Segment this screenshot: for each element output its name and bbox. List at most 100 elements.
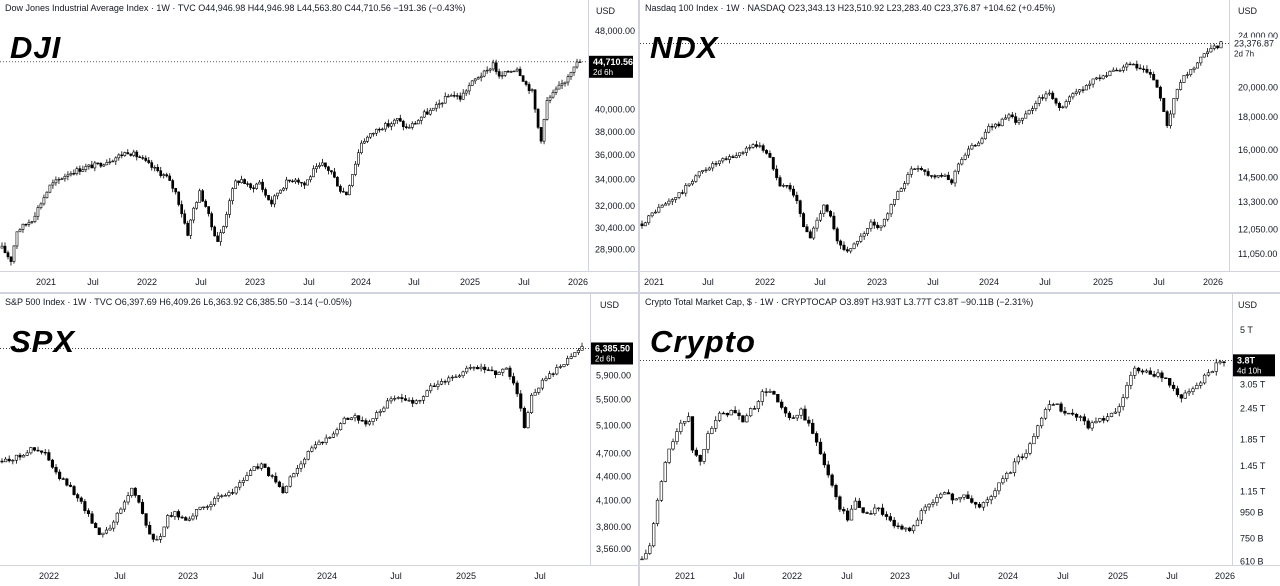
- candle-body: [315, 166, 318, 170]
- candle-body: [306, 451, 310, 460]
- candle-body: [1182, 75, 1186, 83]
- candle-body: [364, 420, 368, 425]
- dji-chart[interactable]: 48,000.00 40,000.00 38,000.00 36,000.00 34,0…: [0, 0, 638, 292]
- candle-body: [108, 161, 112, 163]
- candle-body: [1039, 417, 1044, 427]
- candle-body: [1179, 82, 1183, 90]
- candle-body: [1088, 83, 1092, 86]
- time-tick-label: 2026: [568, 277, 588, 287]
- candle-body: [171, 180, 175, 189]
- candle-body: [401, 120, 405, 128]
- candle-body: [339, 423, 343, 431]
- candle-body: [707, 167, 711, 171]
- candle-body: [84, 166, 88, 171]
- candle-body: [447, 377, 451, 383]
- candle-body: [404, 126, 408, 128]
- candle-body: [1005, 472, 1009, 479]
- candle-body: [425, 111, 429, 115]
- candle-body: [147, 160, 151, 163]
- candle-body: [792, 188, 795, 196]
- candle-body: [177, 191, 181, 205]
- candle-body: [1031, 108, 1034, 111]
- candle-body: [569, 72, 573, 78]
- time-tick-label: 2025: [1093, 277, 1113, 287]
- candle-body: [946, 174, 950, 181]
- candle-body: [1047, 404, 1052, 410]
- candle-body: [888, 516, 892, 521]
- candle-body: [230, 492, 235, 494]
- candle-body: [1189, 69, 1193, 75]
- candle-body: [729, 410, 733, 416]
- time-tick-label: Jul: [733, 571, 745, 581]
- candle-body: [829, 210, 832, 217]
- candle-body: [522, 407, 526, 429]
- candle-body: [960, 159, 964, 165]
- spx-chart[interactable]: 5,900.00 5,500.00 5,100.00 4,700.00 4,400.00…: [0, 294, 638, 586]
- spx-currency-label[interactable]: USD: [600, 300, 620, 310]
- candle-body: [1218, 361, 1222, 364]
- candle-body: [475, 367, 480, 370]
- crypto-chart[interactable]: 5 T 3.05 T 2.45 T 1.85 T 1.45 T 1.15 T 950 B 75…: [640, 294, 1280, 586]
- candle-body: [702, 448, 706, 462]
- time-tick-label: Jul: [303, 277, 315, 287]
- crypto-chart-panel[interactable]: 5 T 3.05 T 2.45 T 1.85 T 1.45 T 1.15 T 950 B 75…: [640, 294, 1280, 586]
- dji-chart-panel[interactable]: 48,000.00 40,000.00 38,000.00 36,000.00 34,0…: [0, 0, 638, 292]
- candle-body: [148, 524, 152, 535]
- candle-body: [267, 467, 271, 476]
- ndx-currency-label[interactable]: USD: [1238, 6, 1258, 16]
- candle-body: [348, 185, 351, 196]
- candle-body: [1105, 416, 1110, 421]
- candle-body: [644, 553, 648, 560]
- candle-body: [443, 381, 447, 383]
- candle-body: [745, 415, 749, 423]
- candle-body: [431, 107, 435, 111]
- dji-currency-label[interactable]: USD: [596, 6, 616, 16]
- candle-body: [156, 167, 160, 172]
- candle-body: [741, 152, 745, 154]
- candle-body: [32, 447, 36, 451]
- candle-body: [68, 484, 73, 487]
- candle-body: [1016, 456, 1021, 463]
- candle-body: [866, 228, 870, 235]
- price-tick-label: 4,100.00: [596, 496, 631, 506]
- price-tick-label: 28,900.00: [595, 245, 635, 255]
- candle-body: [853, 500, 858, 510]
- candle-body: [687, 183, 691, 186]
- candle-body: [78, 168, 82, 172]
- candle-body: [748, 147, 752, 149]
- candle-body: [354, 163, 357, 175]
- candle-body: [331, 433, 335, 438]
- candle-body: [81, 169, 85, 172]
- candle-body: [198, 190, 202, 203]
- candle-body: [1054, 98, 1058, 104]
- candle-body: [216, 235, 219, 242]
- candle-body: [882, 218, 886, 227]
- candle-body: [270, 475, 274, 477]
- candle-body: [1138, 67, 1142, 70]
- candle-body: [834, 485, 838, 498]
- spx-chart-panel[interactable]: 5,900.00 5,500.00 5,100.00 4,700.00 4,400.00…: [0, 294, 638, 586]
- candle-body: [1068, 96, 1071, 102]
- candle-body: [299, 463, 303, 469]
- ndx-chart[interactable]: 24,000.00 20,000.00 18,000.00 16,000.00 14,5…: [640, 0, 1280, 292]
- crypto-legend-header: Crypto Total Market Cap, $ · 1W · CRYPTO…: [645, 297, 1034, 307]
- price-tick-label: 1.45 T: [1240, 461, 1266, 471]
- spx-name-label: SPX: [10, 324, 76, 359]
- ndx-chart-panel[interactable]: 24,000.00 20,000.00 18,000.00 16,000.00 14,5…: [640, 0, 1280, 292]
- candle-body: [950, 179, 954, 184]
- candle-body: [1004, 117, 1008, 120]
- candle-body: [963, 154, 967, 160]
- candle-body: [1171, 384, 1176, 389]
- crypto-currency-label[interactable]: USD: [1238, 300, 1258, 310]
- candle-body: [50, 459, 54, 468]
- candle-body: [339, 185, 342, 192]
- candle-body: [223, 495, 227, 497]
- candle-body: [795, 414, 799, 419]
- candle-body: [252, 187, 255, 189]
- candle-body: [1071, 412, 1075, 415]
- time-tick-label: 2023: [178, 571, 198, 581]
- price-tick-label: 1.85 T: [1240, 434, 1266, 444]
- price-tick-label: 11,050.00: [1238, 249, 1277, 259]
- candle-body: [558, 366, 562, 368]
- candle-body: [153, 167, 157, 169]
